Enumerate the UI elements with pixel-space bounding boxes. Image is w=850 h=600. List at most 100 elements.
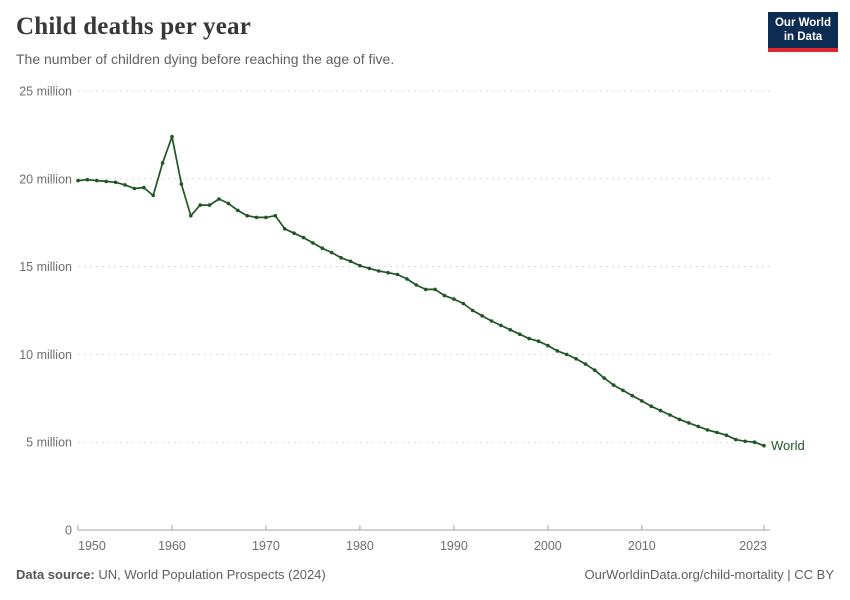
data-point-marker[interactable] [668,413,672,417]
data-point-marker[interactable] [574,357,578,361]
data-point-marker[interactable] [715,430,719,435]
data-point-marker[interactable] [198,203,202,207]
y-axis-label: 5 million [26,436,72,450]
data-point-marker[interactable] [85,177,90,182]
data-point-marker[interactable] [423,287,428,292]
data-point-marker[interactable] [142,185,146,190]
data-point-marker[interactable] [640,399,644,403]
x-axis-label: 1970 [252,539,280,553]
data-point-marker[interactable] [602,376,606,380]
data-point-marker[interactable] [236,208,240,213]
data-point-marker[interactable] [724,433,729,438]
data-point-marker[interactable] [630,393,635,398]
data-point-marker[interactable] [301,235,306,240]
data-point-marker[interactable] [245,213,249,218]
y-axis-label: 10 million [19,348,72,362]
data-point-marker[interactable] [564,352,569,357]
data-point-marker[interactable] [292,231,296,235]
data-point-marker[interactable] [696,424,700,429]
data-point-marker[interactable] [207,203,212,207]
data-point-marker[interactable] [348,259,353,264]
data-point-marker[interactable] [414,283,419,287]
data-point-marker[interactable] [151,193,155,198]
data-point-marker[interactable] [358,263,362,268]
data-point-marker[interactable] [734,437,738,442]
data-point-marker[interactable] [555,349,560,353]
data-point-marker[interactable] [593,368,597,373]
data-point-marker[interactable] [264,215,268,220]
data-point-marker[interactable] [273,213,278,218]
data-point-marker[interactable] [583,362,588,366]
data-point-marker[interactable] [480,314,484,318]
data-point-marker[interactable] [179,182,184,186]
data-point-marker[interactable] [752,440,757,445]
owid-logo-line2: in Data [783,31,823,44]
page-title: Child deaths per year [16,13,251,40]
x-axis-label: 2000 [534,539,562,553]
x-axis-label: 2010 [628,539,656,553]
data-point-marker[interactable] [329,250,334,255]
line-chart-canvas[interactable]: 0 5 million 10 million 15 million 20 million… [0,80,850,558]
data-point-marker[interactable] [339,256,343,260]
x-axis-label: 1950 [78,539,106,553]
y-axis-label: 20 million [19,172,72,186]
chart-footer: Data source: UN, World Population Prospe… [16,567,834,582]
data-point-marker[interactable] [452,297,456,301]
data-point-marker[interactable] [705,428,710,432]
data-point-marker[interactable] [386,270,390,275]
data-point-marker[interactable] [743,439,747,444]
data-point-marker[interactable] [132,186,137,191]
data-source-value: UN, World Population Prospects (2024) [98,567,326,582]
data-point-marker[interactable] [470,308,475,313]
data-point-marker[interactable] [649,404,653,409]
data-point-marker[interactable] [376,269,381,273]
data-point-marker[interactable] [461,301,466,306]
x-axis-label: 1980 [346,539,374,553]
citation-link[interactable]: OurWorldinData.org/child-mortality | CC … [584,567,835,582]
data-point-marker[interactable] [527,336,531,341]
data-point-marker[interactable] [123,183,127,187]
data-point-marker[interactable] [508,328,513,332]
data-point-marker[interactable] [489,319,494,323]
page-subtitle: The number of children dying before reac… [16,51,395,67]
data-point-marker[interactable] [762,443,766,448]
x-axis-label: 1990 [440,539,468,553]
data-point-marker[interactable] [320,246,325,250]
data-point-marker[interactable] [611,383,616,387]
x-axis-label: 1960 [158,539,186,553]
data-source-label: Data source: [16,567,95,582]
owid-logo-line1: Our World [774,17,831,29]
data-point-marker[interactable] [499,323,503,328]
data-point-marker[interactable] [95,178,99,183]
data-point-marker[interactable] [687,421,691,425]
data-point-marker[interactable] [254,215,259,220]
y-axis-label: 15 million [19,260,72,274]
data-source-note: Data source: UN, World Population Prospe… [16,567,326,582]
owid-logo[interactable]: Our World in Data [768,12,838,52]
data-point-marker[interactable] [113,180,118,185]
data-point-marker[interactable] [217,197,221,201]
y-axis-label: 25 million [19,85,72,99]
data-point-marker[interactable] [189,213,193,218]
data-point-marker[interactable] [395,272,400,277]
x-axis-label: 2023 [739,539,767,553]
data-point-marker[interactable] [160,161,165,165]
y-axis-label: 0 [65,524,72,538]
data-point-marker[interactable] [677,417,682,422]
data-point-marker[interactable] [104,179,108,184]
data-point-marker[interactable] [282,227,287,231]
data-point-marker[interactable] [405,277,409,281]
data-point-marker[interactable] [76,178,80,183]
data-point-marker[interactable] [367,266,372,271]
data-point-marker[interactable] [170,134,174,139]
data-point-marker[interactable] [658,408,663,413]
data-point-marker[interactable] [536,339,541,344]
data-point-marker[interactable] [311,241,315,245]
data-point-marker[interactable] [433,287,437,292]
data-point-marker[interactable] [546,343,550,348]
data-point-marker[interactable] [226,201,231,206]
data-point-marker[interactable] [442,293,447,298]
data-point-marker[interactable] [621,388,625,393]
series-end-label[interactable]: World [771,438,805,453]
data-point-marker[interactable] [517,332,522,336]
